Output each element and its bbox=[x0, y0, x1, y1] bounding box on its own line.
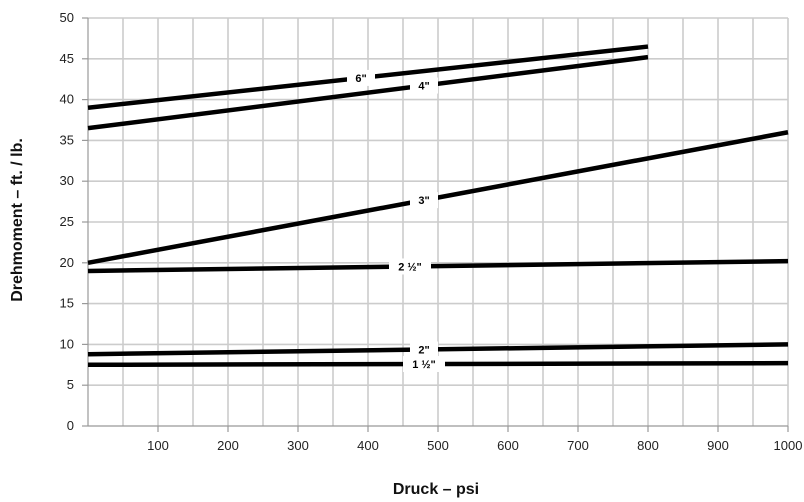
series-label-bg bbox=[410, 192, 438, 209]
series-label: 1 ½" bbox=[412, 359, 436, 371]
x-tick-label: 100 bbox=[147, 438, 169, 453]
y-tick-label: 25 bbox=[60, 214, 74, 229]
series-line-1 bbox=[87, 54, 649, 131]
series-label-bg bbox=[410, 341, 438, 358]
series-label: 3" bbox=[418, 195, 429, 207]
y-tick-label: 10 bbox=[60, 336, 74, 351]
x-axis-title: Druck – psi bbox=[393, 481, 479, 498]
y-tick-label: 0 bbox=[67, 418, 74, 433]
series-label: 4" bbox=[418, 81, 429, 93]
series-label: 2" bbox=[418, 344, 429, 356]
x-tick-label: 700 bbox=[567, 438, 589, 453]
tick-labels: 0 5 10 15 20 25 30 35 40 45 50 100 200 300 400 500 600 70… bbox=[60, 10, 803, 453]
x-tick-label: 200 bbox=[217, 438, 239, 453]
series-label-bg bbox=[347, 69, 375, 86]
x-tick-label: 400 bbox=[357, 438, 379, 453]
series-label: 2 ½" bbox=[398, 261, 422, 273]
y-tick-label: 15 bbox=[60, 296, 74, 311]
series-label: 6" bbox=[355, 73, 366, 85]
axes bbox=[82, 17, 789, 432]
series-label-bg bbox=[410, 77, 438, 94]
x-tick-label: 600 bbox=[497, 438, 519, 453]
series-line-3 bbox=[87, 258, 789, 274]
y-axis-title: Drehmoment – ft. / lb. bbox=[9, 138, 26, 302]
x-tick-label: 900 bbox=[707, 438, 729, 453]
y-tick-label: 50 bbox=[60, 10, 74, 25]
y-tick-label: 45 bbox=[60, 51, 74, 66]
series-labels: 6" 4" 3" 2 ½" 2" 1 ½" bbox=[347, 69, 445, 373]
y-tick-label: 30 bbox=[60, 173, 74, 188]
x-tick-label: 800 bbox=[637, 438, 659, 453]
y-tick-label: 20 bbox=[60, 255, 74, 270]
series-label-bg bbox=[403, 356, 445, 373]
x-tick-label: 500 bbox=[427, 438, 449, 453]
x-tick-label: 1000 bbox=[774, 438, 803, 453]
y-tick-label: 35 bbox=[60, 132, 74, 147]
y-tick-label: 5 bbox=[67, 377, 74, 392]
series-label-bg bbox=[389, 258, 431, 275]
x-tick-label: 300 bbox=[287, 438, 309, 453]
y-tick-label: 40 bbox=[60, 92, 74, 107]
